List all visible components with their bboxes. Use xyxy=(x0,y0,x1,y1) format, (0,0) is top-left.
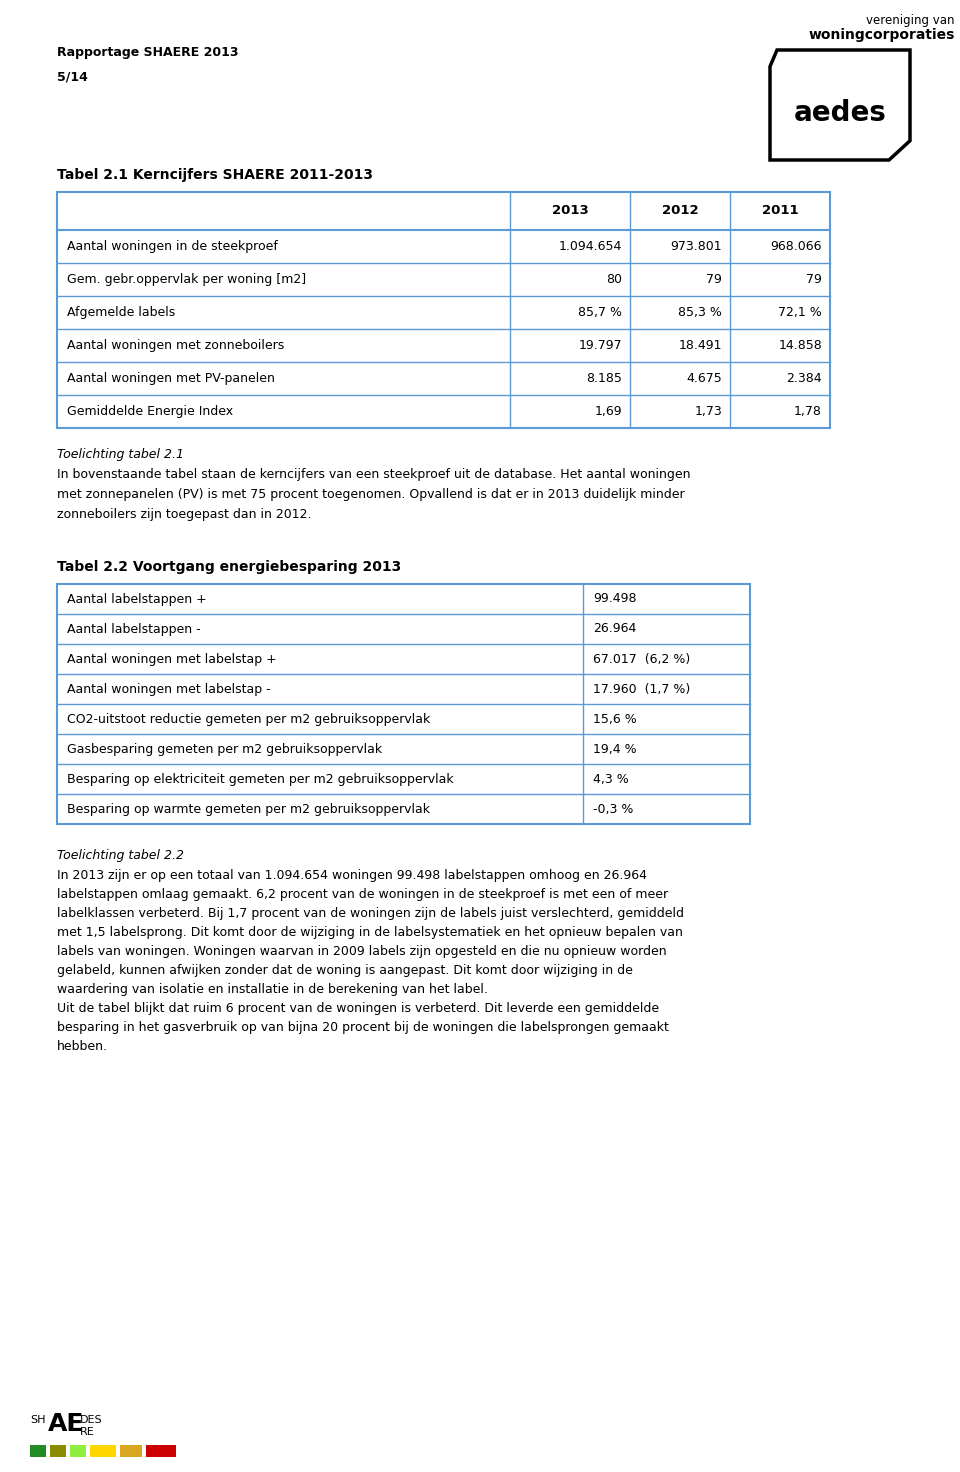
Text: 18.491: 18.491 xyxy=(679,339,722,352)
Text: AE: AE xyxy=(48,1412,84,1437)
Text: 19.797: 19.797 xyxy=(578,339,622,352)
Text: Besparing op elektriciteit gemeten per m2 gebruiksoppervlak: Besparing op elektriciteit gemeten per m… xyxy=(67,773,454,786)
Text: Rapportage SHAERE 2013: Rapportage SHAERE 2013 xyxy=(57,46,238,59)
Bar xyxy=(120,1446,142,1457)
Text: Toelichting tabel 2.1: Toelichting tabel 2.1 xyxy=(57,447,184,461)
Bar xyxy=(30,1446,46,1457)
Text: RE: RE xyxy=(80,1426,95,1437)
Text: In 2013 zijn er op een totaal van 1.094.654 woningen 99.498 labelstappen omhoog : In 2013 zijn er op een totaal van 1.094.… xyxy=(57,868,647,882)
Bar xyxy=(57,584,750,824)
Text: 1,73: 1,73 xyxy=(694,405,722,418)
Text: 5/14: 5/14 xyxy=(57,71,88,82)
Bar xyxy=(57,191,830,428)
Text: Tabel 2.1 Kerncijfers SHAERE 2011-2013: Tabel 2.1 Kerncijfers SHAERE 2011-2013 xyxy=(57,168,373,183)
Text: 15,6 %: 15,6 % xyxy=(593,712,636,726)
Text: Aantal woningen in de steekproef: Aantal woningen in de steekproef xyxy=(67,240,277,253)
Bar xyxy=(50,1446,66,1457)
Text: -0,3 %: -0,3 % xyxy=(593,802,634,815)
Text: waardering van isolatie en installatie in de berekening van het label.: waardering van isolatie en installatie i… xyxy=(57,983,488,997)
Text: zonneboilers zijn toegepast dan in 2012.: zonneboilers zijn toegepast dan in 2012. xyxy=(57,508,311,521)
Text: 79: 79 xyxy=(707,272,722,286)
Text: labels van woningen. Woningen waarvan in 2009 labels zijn opgesteld en die nu op: labels van woningen. Woningen waarvan in… xyxy=(57,945,666,958)
Text: Afgemelde labels: Afgemelde labels xyxy=(67,306,176,319)
Text: 17.960  (1,7 %): 17.960 (1,7 %) xyxy=(593,683,690,695)
Text: Aantal woningen met zonneboilers: Aantal woningen met zonneboilers xyxy=(67,339,284,352)
Bar xyxy=(70,1446,86,1457)
Text: 973.801: 973.801 xyxy=(670,240,722,253)
Text: Uit de tabel blijkt dat ruim 6 procent van de woningen is verbeterd. Dit leverde: Uit de tabel blijkt dat ruim 6 procent v… xyxy=(57,1002,660,1016)
Text: 1,69: 1,69 xyxy=(594,405,622,418)
Bar xyxy=(90,1446,116,1457)
Text: CO2-uitstoot reductie gemeten per m2 gebruiksoppervlak: CO2-uitstoot reductie gemeten per m2 geb… xyxy=(67,712,430,726)
Text: 99.498: 99.498 xyxy=(593,593,636,605)
Text: 2013: 2013 xyxy=(552,205,588,218)
Text: labelklassen verbeterd. Bij 1,7 procent van de woningen zijn de labels juist ver: labelklassen verbeterd. Bij 1,7 procent … xyxy=(57,907,684,920)
Text: Toelichting tabel 2.2: Toelichting tabel 2.2 xyxy=(57,849,184,863)
Text: 80: 80 xyxy=(606,272,622,286)
Text: 2011: 2011 xyxy=(761,205,799,218)
Text: 4,3 %: 4,3 % xyxy=(593,773,629,786)
Text: 1.094.654: 1.094.654 xyxy=(559,240,622,253)
Text: Besparing op warmte gemeten per m2 gebruiksoppervlak: Besparing op warmte gemeten per m2 gebru… xyxy=(67,802,430,815)
Text: In bovenstaande tabel staan de kerncijfers van een steekproef uit de database. H: In bovenstaande tabel staan de kerncijfe… xyxy=(57,468,690,481)
Text: Gem. gebr.oppervlak per woning [m2]: Gem. gebr.oppervlak per woning [m2] xyxy=(67,272,306,286)
Text: gelabeld, kunnen afwijken zonder dat de woning is aangepast. Dit komt door wijzi: gelabeld, kunnen afwijken zonder dat de … xyxy=(57,964,633,977)
Text: 4.675: 4.675 xyxy=(686,372,722,386)
Text: 19,4 %: 19,4 % xyxy=(593,742,636,755)
Text: 968.066: 968.066 xyxy=(771,240,822,253)
Text: labelstappen omlaag gemaakt. 6,2 procent van de woningen in de steekproef is met: labelstappen omlaag gemaakt. 6,2 procent… xyxy=(57,888,668,901)
Text: aedes: aedes xyxy=(794,99,886,127)
Text: 8.185: 8.185 xyxy=(587,372,622,386)
Bar xyxy=(146,1446,176,1457)
Text: Aantal woningen met labelstap +: Aantal woningen met labelstap + xyxy=(67,652,276,665)
Text: 2012: 2012 xyxy=(661,205,698,218)
Text: 2.384: 2.384 xyxy=(786,372,822,386)
Text: 26.964: 26.964 xyxy=(593,623,636,636)
Text: woningcorporaties: woningcorporaties xyxy=(808,28,955,43)
Text: hebben.: hebben. xyxy=(57,1041,108,1052)
Text: Tabel 2.2 Voortgang energiebesparing 2013: Tabel 2.2 Voortgang energiebesparing 201… xyxy=(57,559,401,574)
Text: Gasbesparing gemeten per m2 gebruiksoppervlak: Gasbesparing gemeten per m2 gebruiksoppe… xyxy=(67,742,382,755)
Text: Gemiddelde Energie Index: Gemiddelde Energie Index xyxy=(67,405,233,418)
Text: vereniging van: vereniging van xyxy=(867,15,955,26)
Text: Aantal labelstappen -: Aantal labelstappen - xyxy=(67,623,201,636)
Text: met zonnepanelen (PV) is met 75 procent toegenomen. Opvallend is dat er in 2013 : met zonnepanelen (PV) is met 75 procent … xyxy=(57,489,684,500)
Text: 72,1 %: 72,1 % xyxy=(779,306,822,319)
Text: 85,7 %: 85,7 % xyxy=(578,306,622,319)
Text: 67.017  (6,2 %): 67.017 (6,2 %) xyxy=(593,652,690,665)
Text: Aantal woningen met PV-panelen: Aantal woningen met PV-panelen xyxy=(67,372,275,386)
Text: 79: 79 xyxy=(806,272,822,286)
Text: Aantal woningen met labelstap -: Aantal woningen met labelstap - xyxy=(67,683,271,695)
Text: 1,78: 1,78 xyxy=(794,405,822,418)
Text: besparing in het gasverbruik op van bijna 20 procent bij de woningen die labelsp: besparing in het gasverbruik op van bijn… xyxy=(57,1022,669,1033)
Text: met 1,5 labelsprong. Dit komt door de wijziging in de labelsystematiek en het op: met 1,5 labelsprong. Dit komt door de wi… xyxy=(57,926,683,939)
Text: DES: DES xyxy=(80,1415,103,1425)
Text: Aantal labelstappen +: Aantal labelstappen + xyxy=(67,593,206,605)
Text: 85,3 %: 85,3 % xyxy=(678,306,722,319)
Text: SH: SH xyxy=(30,1415,45,1425)
Text: 14.858: 14.858 xyxy=(779,339,822,352)
